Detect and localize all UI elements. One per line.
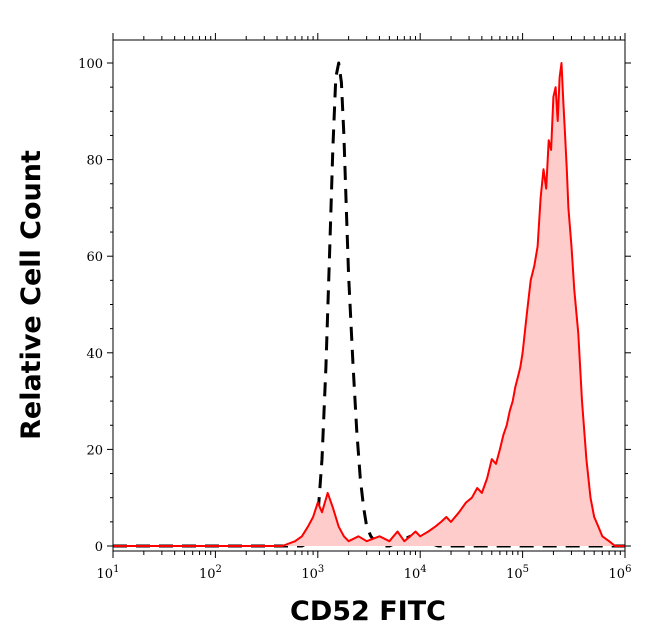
x-axis-title: CD52 FITC	[290, 596, 446, 627]
plot-area	[113, 61, 625, 548]
y-tick-label: 80	[86, 154, 103, 169]
y-axis-title: Relative Cell Count	[16, 150, 47, 440]
x-tick-label: 103	[301, 564, 324, 582]
y-tick-label: 40	[86, 347, 103, 362]
x-tick-label: 106	[609, 564, 632, 582]
x-tick-label: 104	[404, 564, 427, 582]
series-1-area	[113, 63, 625, 546]
plot-frame	[112, 39, 626, 552]
y-tick-label: 0	[95, 540, 103, 555]
y-tick-label: 60	[86, 250, 103, 265]
x-tick-label: 105	[506, 564, 529, 582]
y-tick-label: 100	[78, 57, 103, 72]
series-1-line	[113, 62, 625, 547]
axes: 101 102 103 104 105 106 0 20 40 60 80 100	[78, 33, 631, 582]
y-tick-label: 20	[86, 443, 103, 458]
x-tick-label: 102	[199, 564, 222, 582]
x-tick-label: 101	[97, 564, 120, 582]
